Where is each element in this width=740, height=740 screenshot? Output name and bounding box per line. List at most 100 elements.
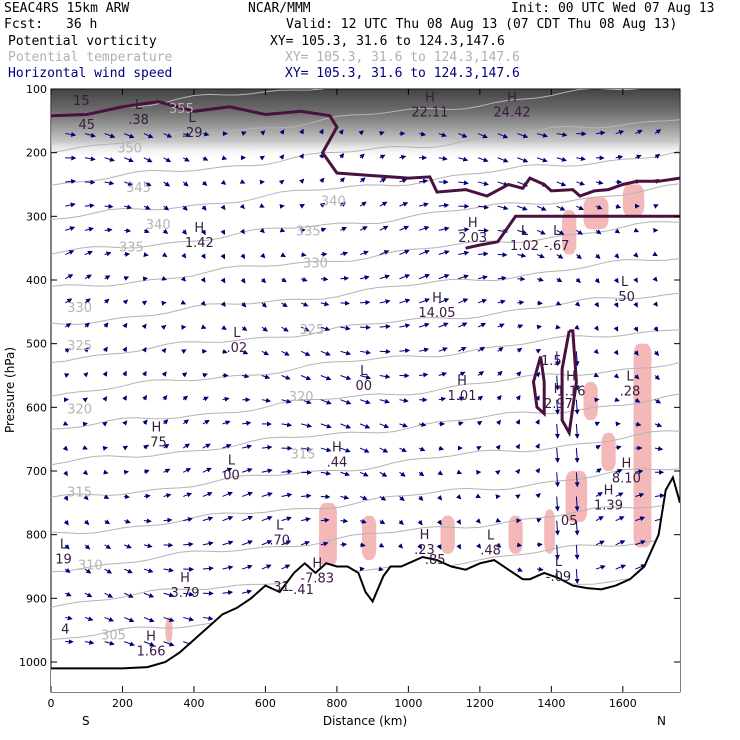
x-tick-label: 1600: [609, 697, 637, 710]
wind-vector: [259, 130, 266, 136]
wind-vector: [340, 275, 350, 281]
wind-vector: [82, 372, 89, 378]
extremum-value: 24.42: [493, 105, 530, 120]
wind-vector: [84, 639, 95, 645]
wind-vector: [202, 516, 214, 522]
wind-vector: [438, 274, 450, 280]
wind-vector: [65, 274, 74, 280]
wind-vector: [65, 591, 72, 597]
x-tick-label: 1000: [394, 697, 422, 710]
wind-vector: [595, 540, 605, 546]
wind-vector: [122, 322, 128, 329]
theta-label: 335: [119, 240, 144, 255]
wind-vector: [84, 132, 96, 138]
wind-vector: [220, 179, 227, 185]
wind-vector: [301, 276, 308, 282]
wind-vector: [222, 420, 231, 426]
wind-vector: [83, 347, 89, 353]
wind-vector: [360, 349, 372, 355]
wind-vector: [202, 131, 210, 137]
extremum-letter: L: [626, 369, 634, 384]
wind-vector: [635, 492, 645, 498]
wind-vector: [379, 225, 389, 231]
wind-vector: [536, 229, 546, 235]
wind-vector: [281, 302, 288, 308]
wind-vector: [103, 322, 109, 328]
wind-vector: [576, 205, 584, 211]
wind-vector: [222, 467, 233, 473]
wind-vector: [242, 467, 253, 473]
wind-vector: [200, 277, 206, 283]
wind-vector: [654, 422, 663, 428]
wind-vector: [340, 447, 351, 453]
wind-vector: [143, 616, 155, 623]
wind-vector: [595, 130, 606, 136]
wind-vector: [595, 204, 603, 210]
wind-vector: [360, 299, 371, 305]
wind-vector: [653, 326, 659, 332]
wind-vector: [202, 565, 214, 571]
extremum-letter: L: [621, 275, 629, 290]
wind-vector: [84, 298, 91, 304]
wind-vector: [635, 564, 647, 570]
wind-vector: [438, 396, 447, 402]
extremum-letter: H: [312, 557, 322, 572]
wind-vector: [259, 203, 265, 208]
wind-vector: [84, 519, 90, 526]
wind-vector: [202, 541, 214, 546]
wind-vector: [201, 229, 206, 236]
wind-vector: [84, 616, 94, 622]
wind-vector: [635, 129, 643, 135]
wind-vector: [418, 226, 430, 231]
wind-vector: [222, 590, 234, 596]
wind-vector: [84, 250, 93, 256]
wind-vector: [497, 323, 505, 329]
theta-label: 320: [289, 390, 314, 405]
wind-vector: [220, 277, 226, 284]
wind-vector: [399, 274, 411, 280]
y-tick-label: 900: [26, 592, 47, 605]
wind-vector: [477, 298, 488, 304]
wind-vector: [574, 301, 581, 307]
wind-vector: [220, 253, 226, 260]
extremum-value: 00: [223, 468, 240, 483]
wind-vector: [594, 278, 600, 284]
x-tick-label: 0: [48, 697, 55, 710]
wind-vector: [614, 228, 621, 234]
wind-vector: [320, 251, 328, 257]
wind-vector: [595, 229, 602, 235]
theta-label: 335: [296, 224, 321, 239]
wind-vector: [595, 180, 604, 185]
wind-vector: [438, 250, 450, 256]
wind-vector: [84, 203, 95, 209]
wind-vector: [242, 491, 254, 497]
theta-label: 325: [67, 339, 92, 354]
wind-vector: [360, 275, 370, 281]
wind-vector: [163, 133, 173, 138]
wind-vector: [438, 322, 449, 328]
wind-vector: [595, 444, 601, 450]
wind-vector: [261, 326, 268, 332]
wind-vector: [300, 540, 310, 546]
pink-region: [440, 515, 455, 554]
wind-vector: [517, 252, 527, 258]
wind-vector: [535, 419, 540, 425]
wind-vector: [495, 470, 501, 476]
wind-vector: [595, 516, 604, 522]
wind-vector: [340, 201, 346, 207]
wind-vector: [634, 397, 641, 403]
wind-vector: [399, 471, 406, 477]
wind-vector: [399, 348, 411, 354]
wind-vector: [103, 469, 109, 475]
wind-vector: [613, 326, 619, 332]
wind-vector: [517, 229, 528, 235]
wind-vector: [84, 156, 96, 162]
wind-vector: [242, 540, 253, 546]
extremum-letter: H: [468, 216, 478, 231]
wind-vector: [458, 346, 467, 352]
wind-vector: [261, 468, 273, 474]
wind-vector: [517, 324, 524, 329]
wind-vector: [635, 154, 642, 160]
wind-vector: [615, 492, 624, 498]
wind-vector: [654, 446, 664, 452]
